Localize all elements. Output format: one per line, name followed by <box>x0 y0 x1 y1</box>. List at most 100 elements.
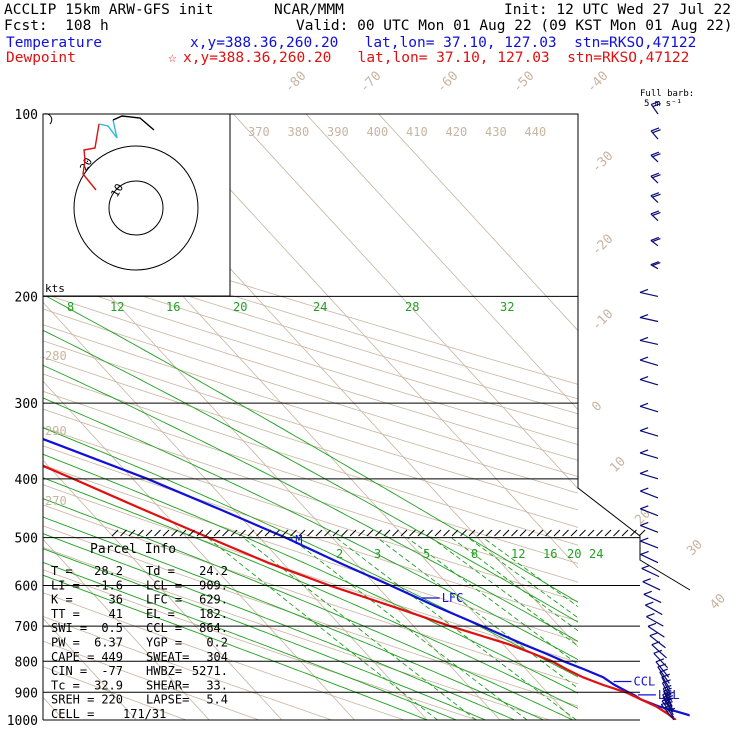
dewpoint-label: Dewpoint <box>6 50 76 66</box>
hatch-mark <box>273 529 280 537</box>
wind-barb-flag <box>652 153 661 158</box>
wind-barb-staff <box>662 688 673 707</box>
pressure-tick-label: 600 <box>15 580 38 595</box>
hodograph-corner-mark <box>43 113 53 125</box>
mixing-ratio-label: 3 <box>374 547 381 561</box>
hatch-mark <box>154 529 161 537</box>
dry-adiabat-line <box>43 293 578 461</box>
parcel-row-value: 449 <box>101 650 123 664</box>
mixing-ratio-label: 2 <box>336 547 343 561</box>
hatch-mark <box>307 529 314 537</box>
hatch-mark <box>400 529 408 537</box>
hatch-mark <box>511 529 518 537</box>
hodograph: 10 20 kts <box>42 113 231 297</box>
wind-barb-flag <box>650 210 660 215</box>
wind-barb-profile <box>639 100 676 721</box>
wind-barb-staff <box>662 697 674 715</box>
hatch-mark <box>196 529 204 537</box>
wind-barb <box>639 313 659 323</box>
hatch-mark <box>120 529 127 537</box>
wind-barb <box>639 288 659 298</box>
model-title: ACCLIP 15km ARW-GFS init <box>4 2 214 18</box>
level-marker-m: M <box>295 533 302 547</box>
isotherm-label: -50 <box>510 69 537 96</box>
hatch-mark <box>392 529 399 537</box>
wind-barb <box>640 521 659 533</box>
mixing-ratio-label: 20 <box>567 547 581 561</box>
hatch-mark <box>324 529 331 537</box>
wind-barb-staff <box>653 652 669 669</box>
wind-barb-staff <box>650 154 659 163</box>
hatch-mark <box>434 529 442 537</box>
level-marker-lfc: LFC <box>442 591 464 605</box>
parcel-row-value: 24.2 <box>199 564 228 578</box>
dry-adiabat-line <box>43 640 260 720</box>
wind-barb <box>640 550 659 564</box>
hatch-mark <box>256 529 263 537</box>
parcel-row-value: 28.2 <box>94 564 123 578</box>
hodograph-trace-mid <box>98 119 118 139</box>
mixing-ratio-line <box>482 537 578 608</box>
wind-barb-flag <box>640 521 649 527</box>
isotherm-line <box>43 380 355 720</box>
pressure-tick-label: 700 <box>15 620 38 635</box>
wind-barb-staff <box>650 213 659 222</box>
wind-barb <box>651 641 667 659</box>
wind-barb-flag <box>639 336 649 341</box>
hatch-mark <box>349 529 357 537</box>
wind-barb-flag <box>652 129 661 134</box>
hatch-mark <box>111 529 119 537</box>
parcel-row-value: 171/31 <box>123 707 166 721</box>
theta-label: 290 <box>45 424 67 438</box>
hatch-mark <box>332 529 340 537</box>
dry-adiabat-line <box>43 616 332 720</box>
wind-barb <box>639 449 659 459</box>
wind-barb <box>650 151 661 163</box>
hatch-mark <box>570 529 578 537</box>
pressure-tick-label: 300 <box>15 397 38 412</box>
wind-barb-flag <box>664 694 674 700</box>
wind-barb-flag <box>640 487 649 492</box>
wind-barb-flag <box>649 632 659 637</box>
dewpoint-star-icon: ☆ <box>168 50 177 66</box>
hatch-mark <box>171 529 178 537</box>
wind-barb <box>646 613 664 627</box>
hatch-mark <box>247 529 255 537</box>
wind-barb-staff <box>640 553 659 564</box>
wind-barb-staff <box>661 676 672 696</box>
parcel-row-label: CAPE = <box>51 650 94 664</box>
hatch-mark <box>417 529 425 537</box>
parcel-row-label: Tc = <box>51 678 80 692</box>
mixing-ratio-label: 28 <box>405 300 419 314</box>
hatch-mark <box>264 529 272 537</box>
dry-adiabat-line <box>43 340 578 511</box>
wind-barb-flag <box>640 505 649 510</box>
parcel-row-label: PW = <box>51 636 80 650</box>
valid-time: Valid: 00 UTC Mon 01 Aug 22 (09 KST Mon … <box>296 18 733 34</box>
pressure-tick-label: 500 <box>15 532 38 547</box>
wind-barb <box>641 564 660 578</box>
wind-barb-staff <box>649 635 666 649</box>
hatch-mark <box>468 529 476 537</box>
center-label: NCAR/MMM <box>274 2 344 18</box>
dry-adiabat-line <box>43 390 578 564</box>
wind-barb <box>640 537 659 549</box>
mixing-ratio-label: 16 <box>543 547 557 561</box>
isotherm-line <box>232 114 578 490</box>
isotherm-label: -40 <box>584 69 611 96</box>
parcel-row-label: TT = <box>51 607 80 621</box>
wind-barb <box>640 505 659 517</box>
wind-barb-flag <box>650 127 660 132</box>
mixing-ratio-label: 12 <box>511 547 525 561</box>
wind-barb-staff <box>650 264 659 270</box>
hodograph-ring-label: 20 <box>77 156 95 174</box>
isotherm-line <box>160 114 578 569</box>
wind-barb-staff <box>650 130 659 140</box>
mixing-ratio-label: 24 <box>589 547 603 561</box>
wind-barb-flag <box>639 427 649 432</box>
dewpoint-location: x,y=388.36,260.20 lat,lon= 37.10, 127.03… <box>183 50 690 66</box>
parcel-row-label: K = <box>51 593 73 607</box>
wind-barb-staff <box>650 195 659 203</box>
isotherm-line <box>43 459 283 720</box>
hatch-mark <box>341 529 348 537</box>
